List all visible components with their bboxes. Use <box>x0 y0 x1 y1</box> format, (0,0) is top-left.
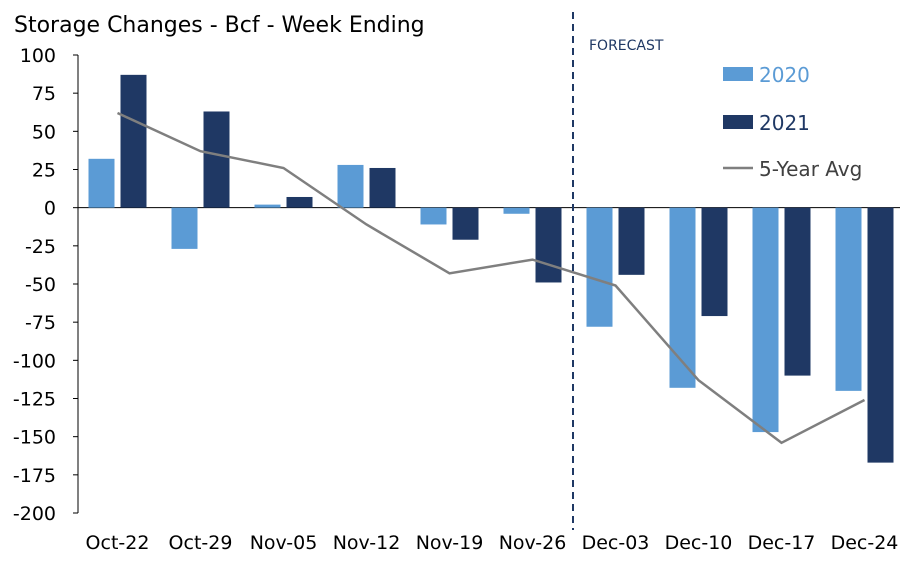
bar-2020-Dec-03 <box>586 207 613 327</box>
forecast-annotation: FORECAST <box>572 12 664 530</box>
x-axis: Oct-22 Oct-29 Nov-05 Nov-12 Nov-19 Nov-26 Dec-… <box>78 207 900 554</box>
y-axis: 100 75 50 25 0 -25 -50 -75 -100 -125 -150 -175 -200 <box>13 45 79 525</box>
y-tick-label: -100 <box>13 350 56 372</box>
y-tick-label: -200 <box>13 503 56 525</box>
bar-2020-Nov-19 <box>420 207 447 225</box>
x-tick-label: Dec-10 <box>665 532 733 554</box>
y-tick-label: 75 <box>32 83 56 105</box>
bar-2021-Dec-24 <box>867 207 894 463</box>
x-tick-label: Dec-03 <box>582 532 650 554</box>
x-tick-label: Oct-29 <box>169 532 233 554</box>
y-tick-label: -25 <box>25 236 56 258</box>
bar-2020-Dec-17 <box>752 207 779 433</box>
chart-title: Storage Changes - Bcf - Week Ending <box>14 13 425 38</box>
bar-2020-Oct-29 <box>171 207 198 249</box>
bar-2021-Nov-26 <box>535 207 562 283</box>
legend: 2020 2021 5-Year Avg <box>723 63 862 181</box>
legend-label: 2021 <box>759 111 810 135</box>
y-tick-label: -125 <box>13 389 56 411</box>
legend-label: 5-Year Avg <box>759 157 862 181</box>
bar-2020-Nov-26 <box>503 207 530 214</box>
y-tick-label: 0 <box>44 198 56 220</box>
bar-2020-Dec-24 <box>835 207 862 391</box>
series-line-5-year-avg <box>116 111 866 445</box>
bar-2020-Dec-10 <box>669 207 696 388</box>
y-tick-label: -75 <box>25 312 56 334</box>
bar-2021-Nov-19 <box>452 207 479 240</box>
x-tick-label: Dec-17 <box>748 532 816 554</box>
y-tick-label: -150 <box>13 427 56 449</box>
bar-2021-Nov-12 <box>369 167 396 208</box>
x-tick-label: Nov-19 <box>416 532 484 554</box>
avg-line-group <box>116 111 866 445</box>
bar-2021-Dec-03 <box>618 207 645 275</box>
bar-2021-Dec-17 <box>784 207 811 376</box>
y-tick-label: -175 <box>13 465 56 487</box>
legend-label: 2020 <box>759 63 810 87</box>
forecast-label: FORECAST <box>589 38 664 54</box>
bar-2020-Oct-22 <box>88 158 115 208</box>
bar-2021-Oct-29 <box>203 111 230 208</box>
x-tick-label: Nov-12 <box>333 532 401 554</box>
bar-2021-Dec-10 <box>701 207 728 317</box>
bar-2021-Nov-05 <box>286 196 313 208</box>
bars <box>88 74 894 463</box>
y-tick-label: -50 <box>25 274 56 296</box>
bar-2020-Nov-12 <box>337 164 364 208</box>
legend-swatch-2020 <box>723 67 753 81</box>
legend-swatch-2021 <box>723 115 753 129</box>
x-tick-label: Nov-05 <box>250 532 318 554</box>
x-tick-label: Oct-22 <box>86 532 150 554</box>
bar-2020-Nov-05 <box>254 204 281 208</box>
x-tick-label: Nov-26 <box>499 532 567 554</box>
bar-2021-Oct-22 <box>120 74 147 208</box>
y-tick-label: 100 <box>20 45 56 67</box>
y-tick-label: 50 <box>32 121 56 143</box>
x-tick-label: Dec-24 <box>831 532 899 554</box>
y-tick-label: 25 <box>32 160 56 182</box>
